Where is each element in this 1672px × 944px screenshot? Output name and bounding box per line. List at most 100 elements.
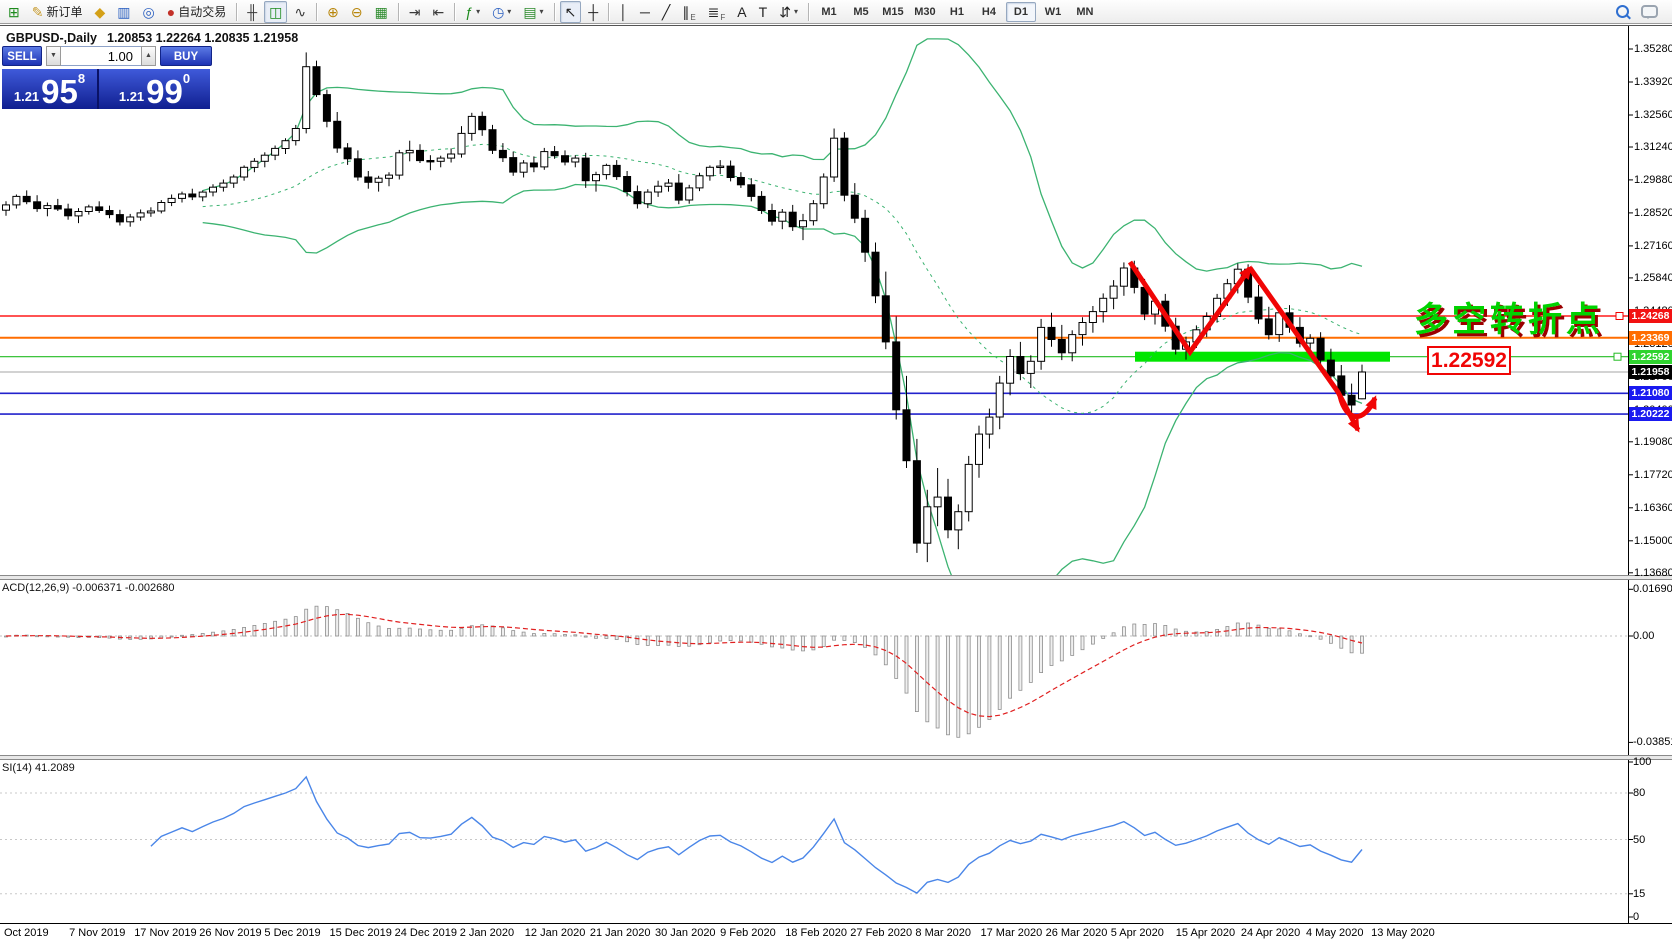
chart-profiles-button[interactable]: ◆ — [89, 1, 110, 23]
chart-shift-button[interactable]: ⇤ — [428, 1, 450, 23]
candlestick-chart-button[interactable]: ◫ — [264, 0, 288, 23]
ohlc-values: 1.20853 1.22264 1.20835 1.21958 — [107, 31, 299, 45]
bar-chart-button[interactable]: ╫ — [242, 1, 262, 23]
rsi-pane-canvas[interactable] — [0, 759, 1672, 923]
support-price-label[interactable]: 1.22592 — [1427, 346, 1511, 375]
auto-scroll-icon: ⇥ — [408, 3, 421, 20]
crosshair-icon: ┼ — [588, 3, 599, 20]
cursor-button[interactable]: ↖ — [559, 0, 582, 23]
indicators-list-button[interactable]: ƒ ▾ — [460, 1, 485, 23]
time-axis-label: 5 Apr 2020 — [1110, 927, 1164, 939]
timeframe-h1-button[interactable]: H1 — [949, 5, 964, 18]
pane-separator[interactable] — [0, 755, 1672, 760]
price-tag: 1.20222 — [1629, 407, 1672, 422]
timeframe-mn-button[interactable]: MN — [1076, 5, 1094, 18]
periods-button[interactable]: ◷ ▾ — [487, 1, 516, 23]
arrows-list-button[interactable]: ⇵ ▾ — [774, 1, 803, 23]
text-button[interactable]: A — [732, 1, 751, 23]
zigzag-annotation — [1127, 260, 1378, 433]
fibonacci-retracement-sub-label: F — [720, 12, 726, 22]
bid-pipette: 8 — [77, 71, 86, 86]
ask-price-display[interactable]: 1.21 99 0 — [99, 69, 210, 109]
turning-point-annotation[interactable]: 多空转折点 — [1414, 301, 1604, 339]
timeframe-w1-button[interactable]: W1 — [1044, 5, 1062, 18]
time-axis-label: 26 Mar 2020 — [1045, 927, 1108, 939]
fibonacci-retracement-button[interactable]: ≣ F — [703, 1, 731, 23]
macd-pane-canvas[interactable] — [0, 579, 1672, 757]
text-icon: A — [737, 3, 747, 20]
price-axis-label: 1.28520 — [1634, 206, 1672, 219]
rsi-indicator-label: SI(14) 41.2089 — [2, 762, 75, 774]
templates-button[interactable]: ▤ ▾ — [518, 1, 548, 23]
price-axis-label: 1.27160 — [1634, 239, 1672, 252]
timeframe-h4-button[interactable]: H4 — [981, 5, 996, 18]
indicators-list-dropdown-arrow[interactable]: ▾ — [476, 7, 481, 16]
ask-pipette: 0 — [182, 71, 191, 86]
bid-price-display[interactable]: 1.21 95 8 — [2, 69, 99, 109]
periods-dropdown-arrow[interactable]: ▾ — [507, 7, 512, 16]
time-axis-label: 27 Feb 2020 — [850, 927, 913, 939]
time-axis-label: 13 May 2020 — [1371, 927, 1435, 939]
chart-profiles-icon: ◆ — [94, 3, 106, 20]
chat-button[interactable] — [1636, 1, 1663, 23]
buy-button[interactable]: BUY — [160, 46, 212, 66]
arrows-list-dropdown-arrow[interactable]: ▾ — [793, 7, 798, 16]
auto-trading-button[interactable]: ● 自动交易 — [162, 1, 231, 23]
timeframe-d1-button[interactable]: D1 — [1005, 1, 1036, 22]
volume-up-button[interactable]: ▲ — [141, 46, 156, 66]
price-axis-label: 1.35280 — [1634, 43, 1672, 55]
volume-input[interactable] — [61, 46, 141, 66]
search-icon — [1616, 5, 1629, 18]
macd-signal-line — [5, 613, 1363, 718]
horizontal-line-button[interactable]: ─ — [635, 1, 655, 23]
navigator-button[interactable]: ◎ — [138, 1, 160, 23]
equidistant-channel-button[interactable]: ∥ E — [677, 1, 700, 23]
templates-icon: ▤ — [523, 3, 537, 20]
timeframe-m15-button[interactable]: M15 — [882, 5, 904, 18]
vertical-line-button[interactable]: │ — [614, 1, 633, 23]
toolbar-buttons: ⊞ ✎ 新订单 ◆ ▥ ◎ ● 自动交易 ╫ ◫ ∿ ⊕ ⊖ ▦ ⇥ ⇤ ƒ ▾ ◷ ▾ ▤ ▾ ↖ ┼ │ ─ ╱ ∥ E ≣ F A T ⇵ ▾… — [2, 0, 1101, 23]
text-label-button[interactable]: T — [754, 1, 773, 23]
price-tag: 1.21958 — [1629, 365, 1672, 380]
crosshair-button[interactable]: ┼ — [583, 1, 603, 23]
price-axis-label: 1.32560 — [1634, 108, 1672, 121]
pane-separator[interactable] — [0, 575, 1672, 580]
ask-prefix: 1.21 — [118, 89, 145, 104]
line-chart-icon: ∿ — [294, 3, 307, 20]
zoom-out-icon: ⊖ — [350, 3, 363, 20]
time-axis-label: 17 Mar 2020 — [980, 927, 1043, 939]
price-axis-label: 1.19080 — [1634, 435, 1672, 448]
templates-dropdown-arrow[interactable]: ▾ — [539, 7, 544, 16]
periods-icon: ◷ — [492, 3, 505, 20]
main-chart-canvas[interactable] — [0, 26, 1672, 577]
time-axis-label: 18 Feb 2020 — [785, 927, 847, 939]
time-axis-label: 21 Jan 2020 — [589, 927, 651, 939]
line-chart-button[interactable]: ∿ — [289, 1, 311, 23]
auto-scroll-button[interactable]: ⇥ — [404, 1, 426, 23]
main-toolbar: ⊞ ✎ 新订单 ◆ ▥ ◎ ● 自动交易 ╫ ◫ ∿ ⊕ ⊖ ▦ ⇥ ⇤ ƒ ▾ ◷ ▾ ▤ ▾ ↖ ┼ │ ─ ╱ ∥ E ≣ F A T ⇵ ▾… — [0, 0, 1672, 24]
tile-windows-button[interactable]: ▦ — [370, 1, 393, 23]
time-axis-label: 24 Apr 2020 — [1240, 927, 1301, 939]
new-chart-button[interactable]: ⊞ — [3, 1, 25, 23]
price-axis-label: 1.31240 — [1634, 140, 1672, 153]
macd-scale-label: 0.00 — [1633, 630, 1655, 642]
toolbar-separator — [608, 2, 610, 21]
volume-down-button[interactable]: ▼ — [46, 46, 61, 66]
search-button[interactable] — [1611, 1, 1634, 23]
zoom-in-button[interactable]: ⊕ — [322, 1, 344, 23]
indicators-list-icon: ƒ — [465, 3, 474, 20]
new-order-button[interactable]: ✎ 新订单 — [27, 1, 88, 23]
macd-histogram — [4, 605, 1364, 738]
reversal-hook-arrow — [1337, 395, 1378, 419]
timeframe-m5-button[interactable]: M5 — [853, 5, 869, 18]
zoom-out-button[interactable]: ⊖ — [346, 1, 368, 23]
timeframe-m1-button[interactable]: M1 — [821, 5, 837, 18]
market-watch-button[interactable]: ▥ — [112, 1, 135, 23]
time-axis-label: 4 May 2020 — [1306, 927, 1364, 939]
trendline-button[interactable]: ╱ — [657, 1, 675, 23]
sell-button[interactable]: SELL — [2, 46, 42, 66]
timeframe-m30-button[interactable]: M30 — [914, 5, 936, 18]
new-order-label: 新订单 — [46, 5, 83, 19]
price-axis-label: 1.33920 — [1634, 75, 1672, 88]
